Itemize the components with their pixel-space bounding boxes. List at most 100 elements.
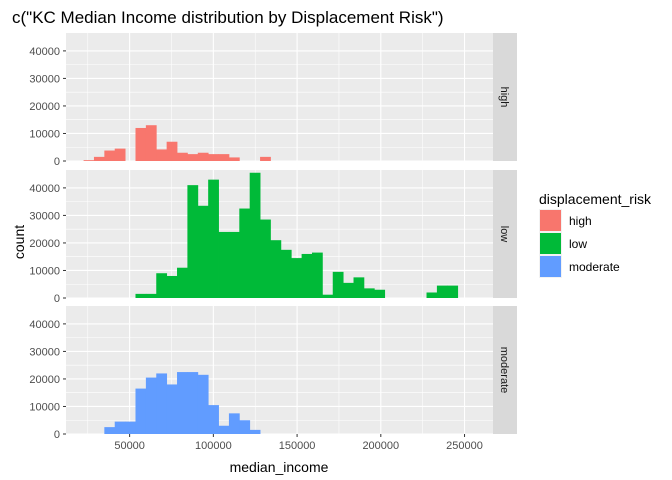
y-axis-title: count [11, 225, 27, 259]
bar-high [156, 149, 168, 161]
y-tick-label: 10000 [29, 265, 60, 277]
bar-moderate [187, 372, 199, 434]
bar-low [322, 294, 334, 298]
legend-title: displacement_risk [539, 191, 652, 207]
x-tick-label: 250000 [446, 440, 483, 452]
bar-high [228, 157, 240, 161]
bar-low [301, 253, 313, 298]
bar-high [208, 154, 219, 161]
bar-low [249, 172, 261, 298]
y-tick-label: 10000 [29, 128, 60, 140]
bar-moderate [166, 384, 178, 434]
bar-low [311, 252, 323, 298]
bar-low [343, 282, 354, 298]
bar-moderate [135, 388, 147, 434]
y-tick-label: 40000 [29, 319, 60, 331]
legend-label: low [569, 237, 587, 251]
bar-high [177, 152, 188, 161]
bar-moderate [125, 421, 136, 434]
x-tick-label: 50000 [114, 440, 145, 452]
bar-high [83, 160, 95, 161]
bar-moderate [249, 429, 261, 434]
panel-low: 0 10000 20000 30000 40000 low [29, 170, 517, 305]
bar-high [104, 150, 116, 161]
facet-strip-label: low [498, 226, 510, 243]
bar-low [135, 293, 147, 298]
bar-low [353, 277, 365, 298]
y-tick-label: 30000 [29, 73, 60, 85]
bar-low [187, 185, 199, 298]
legend-items: high low moderate [539, 209, 620, 278]
bar-moderate [197, 374, 209, 434]
legend-swatch-high [540, 210, 561, 231]
legend-item-high: high [539, 209, 592, 232]
bar-moderate [145, 377, 157, 434]
legend-item-low: low [539, 232, 587, 255]
bar-moderate [156, 373, 168, 434]
bar-low [177, 267, 188, 298]
bar-low [436, 285, 448, 298]
bar-low [156, 273, 168, 298]
facet-panels: 0 10000 20000 30000 40000 high 0 10000 20000 3000… [29, 33, 517, 441]
bar-low [280, 249, 292, 298]
bar-moderate [218, 425, 230, 434]
y-tick-label: 0 [54, 429, 60, 441]
y-tick-label: 40000 [29, 183, 60, 195]
bar-low [291, 258, 303, 298]
bar-low [239, 208, 251, 298]
x-tick-label: 100000 [195, 440, 232, 452]
bar-moderate [177, 372, 188, 434]
legend-swatch-low [540, 233, 561, 254]
bar-low [208, 179, 219, 298]
facet-strip [493, 306, 517, 434]
x-tick-label: 200000 [362, 440, 399, 452]
facet-strip-label: high [498, 87, 510, 108]
panel-high: 0 10000 20000 30000 40000 high [29, 33, 517, 168]
bar-low [447, 285, 459, 298]
y-tick-label: 20000 [29, 374, 60, 386]
bar-high [93, 156, 105, 161]
bar-high [260, 156, 271, 161]
y-tick-label: 20000 [29, 101, 60, 113]
bar-moderate [239, 420, 251, 434]
x-axis-title: median_income [230, 459, 329, 475]
legend-label: high [569, 214, 592, 228]
bar-low [270, 240, 282, 298]
bar-high [135, 127, 147, 161]
x-tick-label: 150000 [279, 440, 316, 452]
bar-low [260, 219, 271, 298]
legend-label: moderate [569, 260, 620, 274]
y-tick-label: 30000 [29, 210, 60, 222]
y-tick-label: 20000 [29, 238, 60, 250]
bar-high [187, 154, 199, 161]
bar-low [228, 231, 240, 298]
bar-low [363, 288, 375, 298]
bar-moderate [114, 421, 126, 434]
chart-title: c("KC Median Income distribution by Disp… [12, 8, 444, 27]
x-axis: 50000 100000 150000 200000 250000 [114, 434, 483, 452]
bar-low [166, 275, 178, 298]
bar-low [426, 292, 438, 298]
bar-high [197, 152, 209, 161]
facet-strip [493, 170, 517, 298]
facet-strip [493, 33, 517, 161]
bar-low [197, 205, 209, 298]
legend-item-moderate: moderate [539, 255, 620, 278]
bar-low [332, 271, 344, 298]
legend-swatch-moderate [540, 256, 561, 277]
bar-high [218, 154, 230, 161]
bar-low [374, 289, 386, 298]
bar-high [114, 148, 126, 161]
bar-moderate [228, 413, 240, 434]
y-tick-label: 0 [54, 156, 60, 168]
y-tick-label: 40000 [29, 46, 60, 58]
y-tick-label: 0 [54, 293, 60, 305]
bar-low [145, 293, 157, 298]
legend: displacement_risk high low moderate [539, 191, 652, 278]
y-tick-label: 10000 [29, 401, 60, 413]
bar-high [166, 141, 178, 161]
bar-moderate [104, 427, 116, 434]
y-tick-label: 30000 [29, 346, 60, 358]
panel-moderate: 0 10000 20000 30000 40000 moderate [29, 306, 517, 441]
